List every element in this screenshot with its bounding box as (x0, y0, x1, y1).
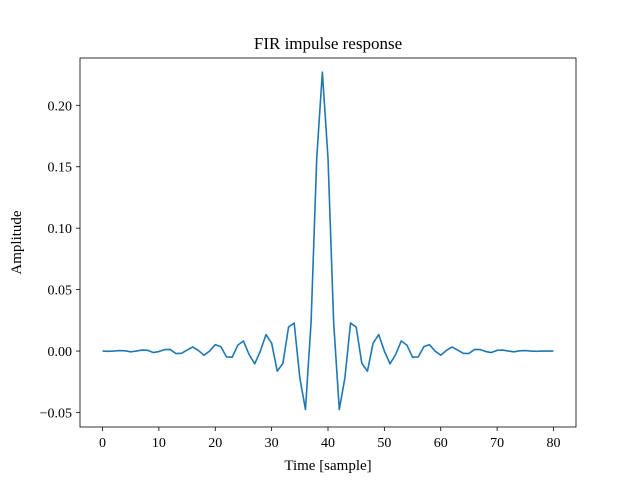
y-axis-label: Amplitude (9, 210, 25, 275)
x-tick-label: 50 (377, 436, 391, 451)
x-tick-label: 70 (490, 436, 504, 451)
y-tick-label: 0.05 (48, 284, 73, 299)
plot-frame (79, 57, 577, 428)
x-tick-label: 80 (546, 436, 560, 451)
x-axis-label: Time [sample] (284, 458, 371, 474)
y-axis: −0.05 0.00 0.05 0.10 0.15 0.20 (40, 99, 80, 422)
impulse-response-line (102, 71, 554, 411)
y-tick-label: 0.00 (48, 345, 73, 360)
y-tick-label: 0.20 (48, 99, 73, 114)
x-tick-label: 40 (321, 436, 335, 451)
x-tick-label: 0 (99, 436, 106, 451)
chart-title: FIR impulse response (254, 34, 402, 53)
x-tick-label: 20 (208, 436, 222, 451)
x-axis: 0 10 20 30 40 50 60 70 80 (99, 427, 560, 451)
x-tick-label: 10 (152, 436, 166, 451)
x-tick-label: 60 (434, 436, 448, 451)
y-tick-label: 0.15 (48, 161, 73, 176)
y-tick-label: 0.10 (48, 222, 73, 237)
y-tick-label: −0.05 (40, 407, 72, 422)
x-tick-label: 30 (265, 436, 279, 451)
